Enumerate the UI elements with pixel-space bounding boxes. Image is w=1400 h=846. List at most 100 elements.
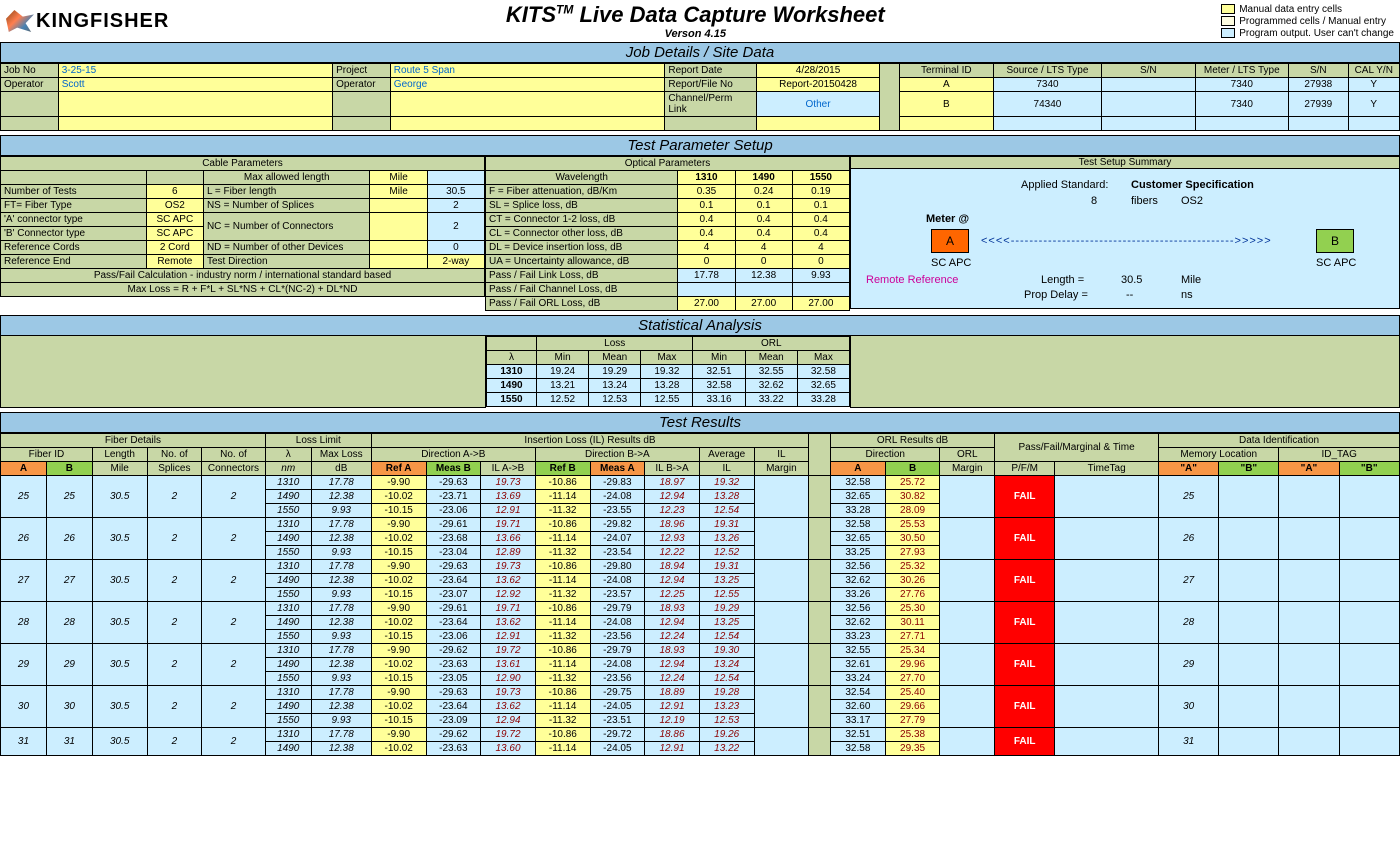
- res-ra[interactable]: -9.90: [371, 727, 426, 741]
- res-ob[interactable]: 28.09: [885, 503, 940, 517]
- res-ra[interactable]: -9.90: [371, 559, 426, 573]
- cable-val[interactable]: 6: [146, 185, 203, 199]
- wl-1490[interactable]: 1490: [735, 171, 792, 185]
- opt-val[interactable]: 0.4: [735, 227, 792, 241]
- opt-val[interactable]: 0: [792, 255, 849, 269]
- res-ra[interactable]: -10.02: [371, 741, 426, 755]
- res-rb[interactable]: -11.32: [535, 545, 590, 559]
- cable-u[interactable]: Mile: [370, 185, 427, 199]
- res-rb[interactable]: -10.86: [535, 559, 590, 573]
- res-ra[interactable]: -9.90: [371, 517, 426, 531]
- opt-val[interactable]: 4: [678, 241, 735, 255]
- res-ra[interactable]: -10.15: [371, 629, 426, 643]
- opt-val[interactable]: 0.35: [678, 185, 735, 199]
- opt-val[interactable]: 0.19: [792, 185, 849, 199]
- cable-u[interactable]: [370, 199, 427, 213]
- res-ob[interactable]: 25.38: [885, 727, 940, 741]
- val-operator[interactable]: Scott: [58, 78, 332, 92]
- res-rb[interactable]: -11.14: [535, 741, 590, 755]
- val-repfile[interactable]: Report-20150428: [756, 78, 879, 92]
- opt-val[interactable]: 27.00: [735, 297, 792, 311]
- wl-1310[interactable]: 1310: [678, 171, 735, 185]
- wl-1550[interactable]: 1550: [792, 171, 849, 185]
- cable-val[interactable]: 2 Cord: [146, 241, 203, 255]
- res-rb[interactable]: -11.14: [535, 489, 590, 503]
- res-ra[interactable]: -10.02: [371, 573, 426, 587]
- res-ob[interactable]: 30.50: [885, 531, 940, 545]
- val-operator2[interactable]: George: [390, 78, 665, 92]
- res-ob[interactable]: 27.71: [885, 629, 940, 643]
- val-mile-unit[interactable]: Mile: [370, 171, 427, 185]
- opt-val[interactable]: 0.24: [735, 185, 792, 199]
- res-ra[interactable]: -10.02: [371, 489, 426, 503]
- cable-u[interactable]: [370, 241, 427, 255]
- res-ob[interactable]: 25.72: [885, 475, 940, 489]
- opt-val[interactable]: 0.1: [735, 199, 792, 213]
- opt-val[interactable]: 4: [792, 241, 849, 255]
- res-ra[interactable]: -10.02: [371, 657, 426, 671]
- res-ra[interactable]: -10.15: [371, 545, 426, 559]
- res-rb[interactable]: -10.86: [535, 517, 590, 531]
- val-termA[interactable]: A: [899, 78, 993, 92]
- res-rb[interactable]: -10.86: [535, 643, 590, 657]
- opt-val[interactable]: 0.1: [678, 199, 735, 213]
- res-rb[interactable]: -11.32: [535, 713, 590, 727]
- opt-val[interactable]: 0.1: [792, 199, 849, 213]
- res-ra[interactable]: -10.02: [371, 531, 426, 545]
- res-ob[interactable]: 30.26: [885, 573, 940, 587]
- opt-val[interactable]: 0.4: [678, 227, 735, 241]
- opt-val[interactable]: 0.4: [678, 213, 735, 227]
- res-ra[interactable]: -10.15: [371, 671, 426, 685]
- opt-val[interactable]: 0.4: [792, 227, 849, 241]
- res-ra[interactable]: -9.90: [371, 475, 426, 489]
- res-ob[interactable]: 27.70: [885, 671, 940, 685]
- res-rb[interactable]: -11.32: [535, 587, 590, 601]
- res-ra[interactable]: -10.02: [371, 699, 426, 713]
- res-rb[interactable]: -11.14: [535, 657, 590, 671]
- res-rb[interactable]: -10.86: [535, 685, 590, 699]
- res-rb[interactable]: -11.14: [535, 699, 590, 713]
- res-ob[interactable]: 27.76: [885, 587, 940, 601]
- val-project[interactable]: Route 5 Span: [390, 64, 665, 78]
- res-ra[interactable]: -9.90: [371, 685, 426, 699]
- cable-val[interactable]: SC APC: [146, 227, 203, 241]
- res-ra[interactable]: -10.02: [371, 615, 426, 629]
- res-rb[interactable]: -11.32: [535, 671, 590, 685]
- cable-u[interactable]: [370, 255, 427, 269]
- res-rb[interactable]: -10.86: [535, 727, 590, 741]
- res-rb[interactable]: -11.14: [535, 531, 590, 545]
- val-termB[interactable]: B: [899, 92, 993, 117]
- val-jobno[interactable]: 3-25-15: [58, 64, 332, 78]
- opt-val[interactable]: 27.00: [792, 297, 849, 311]
- res-rb[interactable]: -11.32: [535, 503, 590, 517]
- opt-val[interactable]: 27.00: [678, 297, 735, 311]
- val-repdate[interactable]: 4/28/2015: [756, 64, 879, 78]
- res-ra[interactable]: -10.15: [371, 713, 426, 727]
- opt-val[interactable]: 0: [678, 255, 735, 269]
- opt-val[interactable]: 0.4: [792, 213, 849, 227]
- res-rb[interactable]: -10.86: [535, 475, 590, 489]
- cable-val[interactable]: SC APC: [146, 213, 203, 227]
- res-ra[interactable]: -9.90: [371, 643, 426, 657]
- cable-val[interactable]: Remote: [146, 255, 203, 269]
- res-ob[interactable]: 25.40: [885, 685, 940, 699]
- res-ob[interactable]: 30.82: [885, 489, 940, 503]
- res-ob[interactable]: 25.34: [885, 643, 940, 657]
- res-ob[interactable]: 29.66: [885, 699, 940, 713]
- res-rb[interactable]: -11.32: [535, 629, 590, 643]
- res-ob[interactable]: 29.96: [885, 657, 940, 671]
- opt-val[interactable]: 0.4: [735, 213, 792, 227]
- opt-val[interactable]: 4: [735, 241, 792, 255]
- res-rb[interactable]: -11.14: [535, 573, 590, 587]
- cable-val[interactable]: OS2: [146, 199, 203, 213]
- res-ob[interactable]: 30.11: [885, 615, 940, 629]
- res-ob[interactable]: 27.79: [885, 713, 940, 727]
- res-ob[interactable]: 29.35: [885, 741, 940, 755]
- res-ob[interactable]: 25.53: [885, 517, 940, 531]
- res-ra[interactable]: -9.90: [371, 601, 426, 615]
- res-ra[interactable]: -10.15: [371, 587, 426, 601]
- res-ob[interactable]: 25.32: [885, 559, 940, 573]
- res-ob[interactable]: 25.30: [885, 601, 940, 615]
- res-ob[interactable]: 27.93: [885, 545, 940, 559]
- res-rb[interactable]: -10.86: [535, 601, 590, 615]
